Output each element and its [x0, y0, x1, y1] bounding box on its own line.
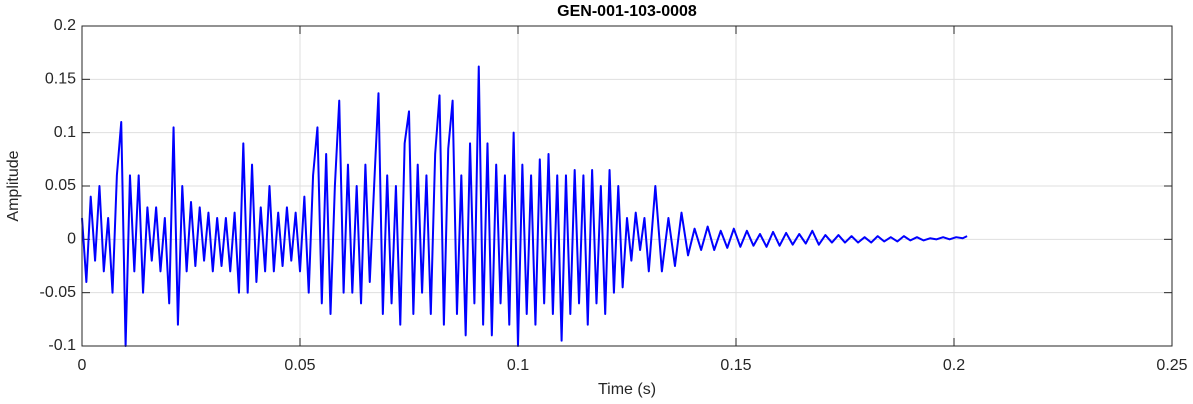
x-tick-label: 0.1	[507, 357, 529, 374]
y-axis-label: Amplitude	[5, 150, 22, 221]
axes-box	[81, 25, 1173, 347]
x-tick-label: 0	[78, 357, 87, 374]
x-tick-label: 0.25	[1156, 357, 1187, 374]
y-tick-label: 0.05	[45, 177, 76, 194]
chart-title: GEN-001-103-0008	[557, 3, 697, 20]
y-tick-label: 0.2	[54, 17, 76, 34]
y-tick-label: 0	[67, 231, 76, 248]
x-axis-label: Time (s)	[598, 381, 656, 398]
y-tick-label: -0.1	[48, 337, 76, 354]
x-tick-label: 0.05	[284, 357, 315, 374]
y-tick-label: -0.05	[40, 284, 77, 301]
signal-line	[81, 65, 968, 347]
x-tick-label: 0.2	[943, 357, 965, 374]
y-tick-label: 0.1	[54, 124, 76, 141]
y-tick-label: 0.15	[45, 71, 76, 88]
x-tick-label: 0.15	[720, 357, 751, 374]
